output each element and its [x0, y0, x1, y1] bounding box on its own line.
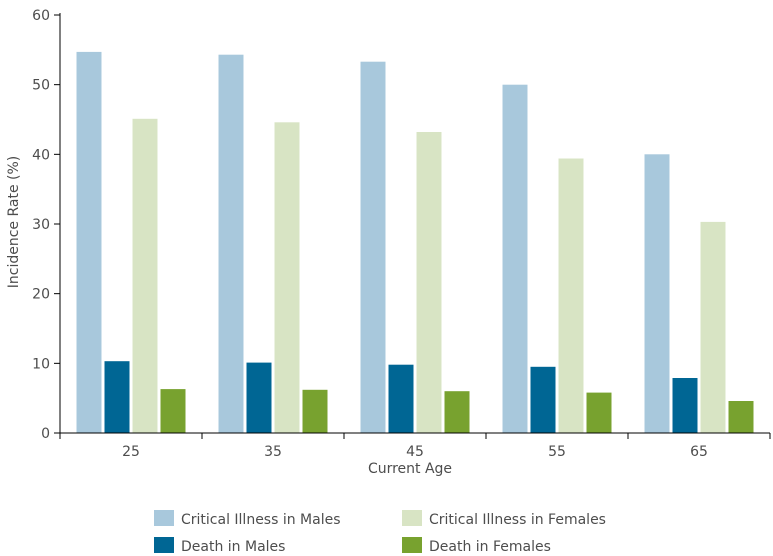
- legend: Critical Illness in Males Critical Illnes…: [154, 510, 606, 555]
- bar: [416, 132, 442, 433]
- x-tick-label: 45: [406, 444, 424, 460]
- bar: [104, 361, 130, 433]
- y-tick-label: 30: [32, 217, 50, 233]
- bar: [76, 51, 102, 434]
- bar: [246, 362, 272, 433]
- y-tick-label: 40: [32, 147, 50, 163]
- bar: [502, 84, 528, 433]
- x-tick-label: 65: [690, 444, 708, 460]
- y-tick-label: 0: [41, 426, 50, 442]
- legend-swatch: [402, 510, 422, 526]
- bar: [530, 366, 556, 433]
- bars-group: [76, 51, 754, 434]
- bar: [700, 221, 726, 433]
- bar: [644, 154, 670, 434]
- x-axis-title: Current Age: [368, 461, 452, 477]
- bar: [160, 389, 186, 433]
- bar: [444, 391, 470, 433]
- legend-swatch: [154, 510, 174, 526]
- bar: [558, 158, 584, 433]
- x-tick-label: 35: [264, 444, 282, 460]
- y-tick-label: 50: [32, 78, 50, 94]
- bar: [672, 378, 698, 433]
- bar: [302, 389, 328, 433]
- legend-label: Death in Males: [181, 539, 285, 555]
- y-tick-label: 10: [32, 356, 50, 372]
- legend-label: Critical Illness in Females: [429, 512, 606, 528]
- bar: [388, 364, 414, 433]
- x-tick-label: 25: [122, 444, 140, 460]
- axes-group: 0 10 20 30 40 50 60 25 35 45 55 65: [32, 8, 771, 460]
- bar: [360, 61, 386, 433]
- y-tick-label: 60: [32, 8, 50, 24]
- legend-swatch: [402, 537, 422, 553]
- bar: [728, 401, 754, 433]
- legend-swatch: [154, 537, 174, 553]
- bar: [132, 118, 158, 434]
- y-tick-label: 20: [32, 287, 50, 303]
- y-axis-title: Incidence Rate (%): [6, 156, 22, 289]
- bar: [586, 392, 612, 433]
- legend-label: Critical Illness in Males: [181, 512, 341, 528]
- bar: [274, 122, 300, 434]
- bar: [218, 54, 244, 433]
- x-tick-label: 55: [548, 444, 566, 460]
- legend-label: Death in Females: [429, 539, 551, 555]
